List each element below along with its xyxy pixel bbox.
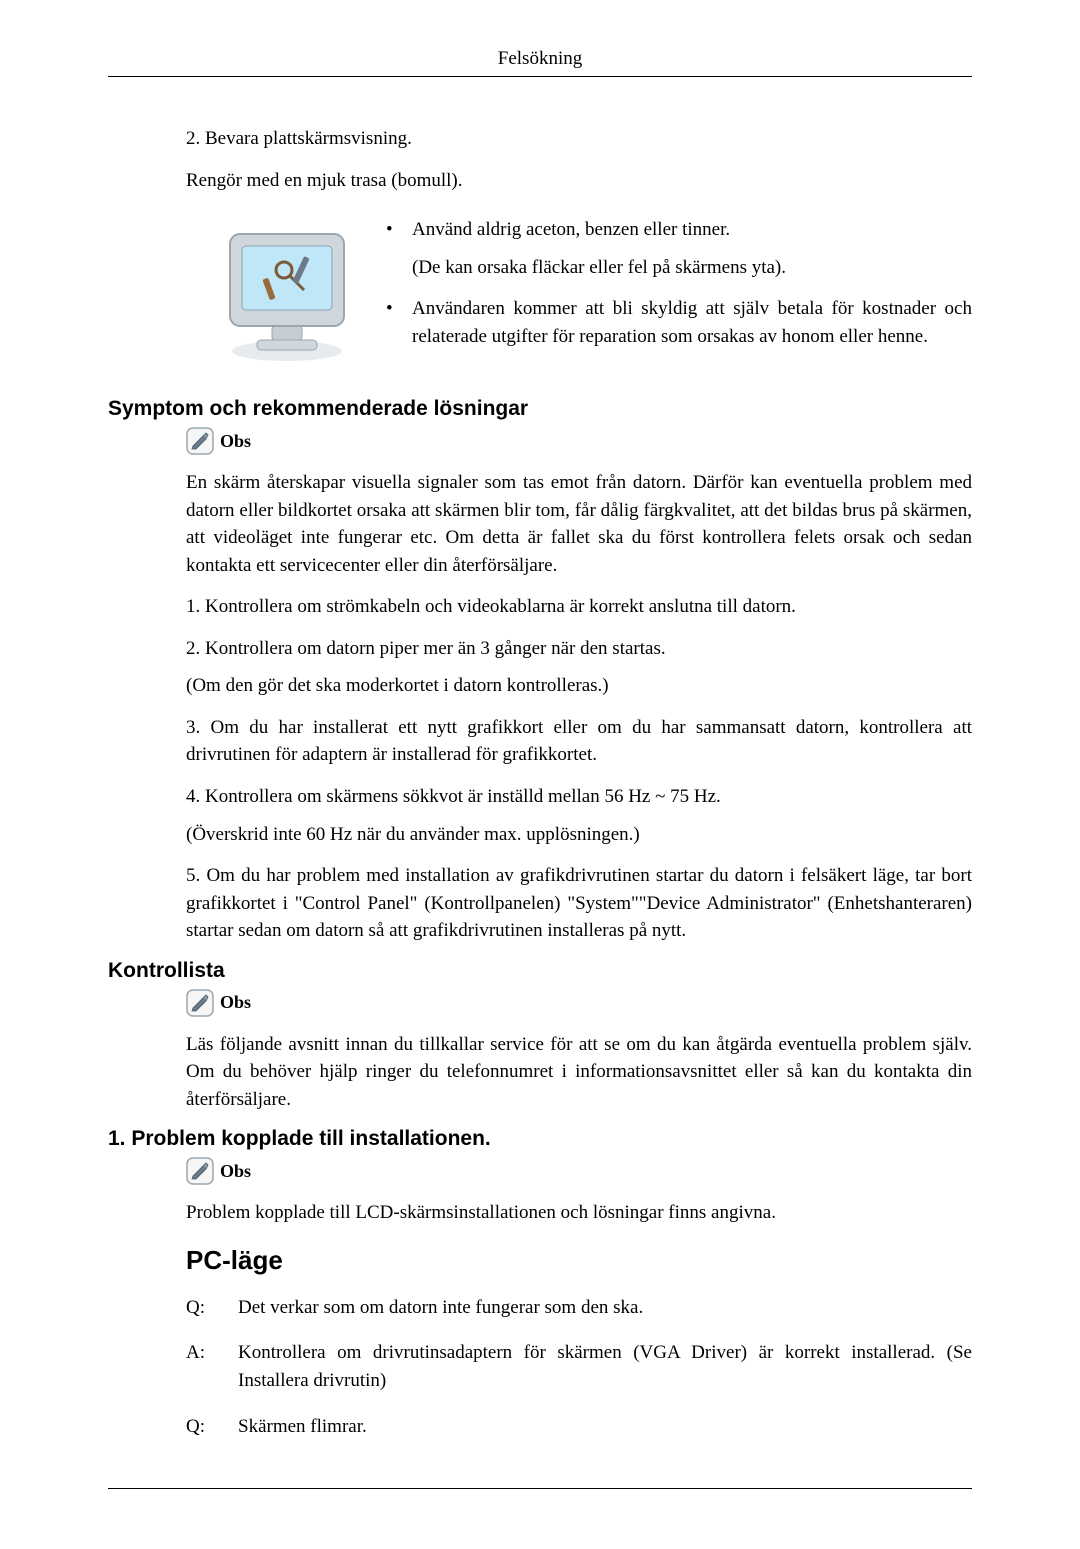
warning-bullet-1-text: Använd aldrig aceton, benzen eller tinne… — [412, 219, 730, 240]
symptoms-step-5: 5. Om du har problem med installation av… — [186, 862, 972, 945]
warning-bullet-2: Användaren kommer att bli skyldig att sj… — [412, 295, 972, 350]
install-obs-label: Obs — [220, 1161, 251, 1182]
warning-bullet-1-sub: (De kan orsaka fläckar eller fel på skär… — [412, 254, 972, 282]
footer-rule — [108, 1488, 972, 1489]
qa-list: Q: Det verkar som om datorn inte fungera… — [186, 1294, 972, 1440]
page-header-title: Felsökning — [108, 48, 972, 70]
pc-mode-heading: PC-läge — [186, 1245, 972, 1276]
qa-a1: A: Kontrollera om drivrutinsadaptern för… — [186, 1339, 972, 1394]
monitor-icon — [212, 216, 362, 366]
warning-bullet-1: Använd aldrig aceton, benzen eller tinne… — [412, 216, 972, 281]
symptoms-step-2: 2. Kontrollera om datorn piper mer än 3 … — [186, 635, 972, 663]
note-icon — [186, 989, 214, 1017]
symptoms-step-4: 4. Kontrollera om skärmens sökkvot är in… — [186, 783, 972, 811]
qa-a1-prefix: A: — [186, 1339, 220, 1394]
install-heading: 1. Problem kopplade till installationen. — [108, 1127, 972, 1151]
qa-q1-prefix: Q: — [186, 1294, 220, 1322]
qa-q2: Q: Skärmen flimrar. — [186, 1413, 972, 1441]
symptoms-obs-label: Obs — [220, 431, 251, 452]
symptoms-obs: Obs — [186, 427, 972, 455]
intro-step-2: 2. Bevara plattskärmsvisning. — [186, 125, 972, 153]
symptoms-step-2-paren: (Om den gör det ska moderkortet i datorn… — [186, 672, 972, 700]
warning-bullets: Använd aldrig aceton, benzen eller tinne… — [386, 216, 972, 364]
checklist-obs: Obs — [186, 989, 972, 1017]
qa-q2-text: Skärmen flimrar. — [238, 1413, 972, 1441]
install-paragraph: Problem kopplade till LCD-skärmsinstalla… — [186, 1199, 972, 1227]
checklist-obs-label: Obs — [220, 992, 251, 1013]
intro-clean-instruction: Rengör med en mjuk trasa (bomull). — [186, 167, 972, 195]
checklist-heading: Kontrollista — [108, 959, 972, 983]
qa-q1: Q: Det verkar som om datorn inte fungera… — [186, 1294, 972, 1322]
symptoms-step-4-paren: (Överskrid inte 60 Hz när du använder ma… — [186, 821, 972, 849]
note-icon — [186, 427, 214, 455]
symptoms-heading: Symptom och rekommenderade lösningar — [108, 397, 972, 421]
symptoms-step-1: 1. Kontrollera om strömkabeln och videok… — [186, 593, 972, 621]
page-content: 2. Bevara plattskärmsvisning. Rengör med… — [108, 125, 972, 1440]
install-obs: Obs — [186, 1157, 972, 1185]
header-rule — [108, 76, 972, 77]
qa-q1-text: Det verkar som om datorn inte fungerar s… — [238, 1294, 972, 1322]
checklist-paragraph: Läs följande avsnitt innan du tillkallar… — [186, 1031, 972, 1114]
symptoms-intro-paragraph: En skärm återskapar visuella signaler so… — [186, 469, 972, 579]
monitor-illustration — [212, 216, 362, 371]
monitor-row: Använd aldrig aceton, benzen eller tinne… — [212, 216, 972, 371]
qa-a1-text: Kontrollera om drivrutinsadaptern för sk… — [238, 1339, 972, 1394]
qa-q2-prefix: Q: — [186, 1413, 220, 1441]
page: Felsökning 2. Bevara plattskärmsvisning.… — [0, 0, 1080, 1549]
note-icon — [186, 1157, 214, 1185]
symptoms-step-3: 3. Om du har installerat ett nytt grafik… — [186, 714, 972, 769]
